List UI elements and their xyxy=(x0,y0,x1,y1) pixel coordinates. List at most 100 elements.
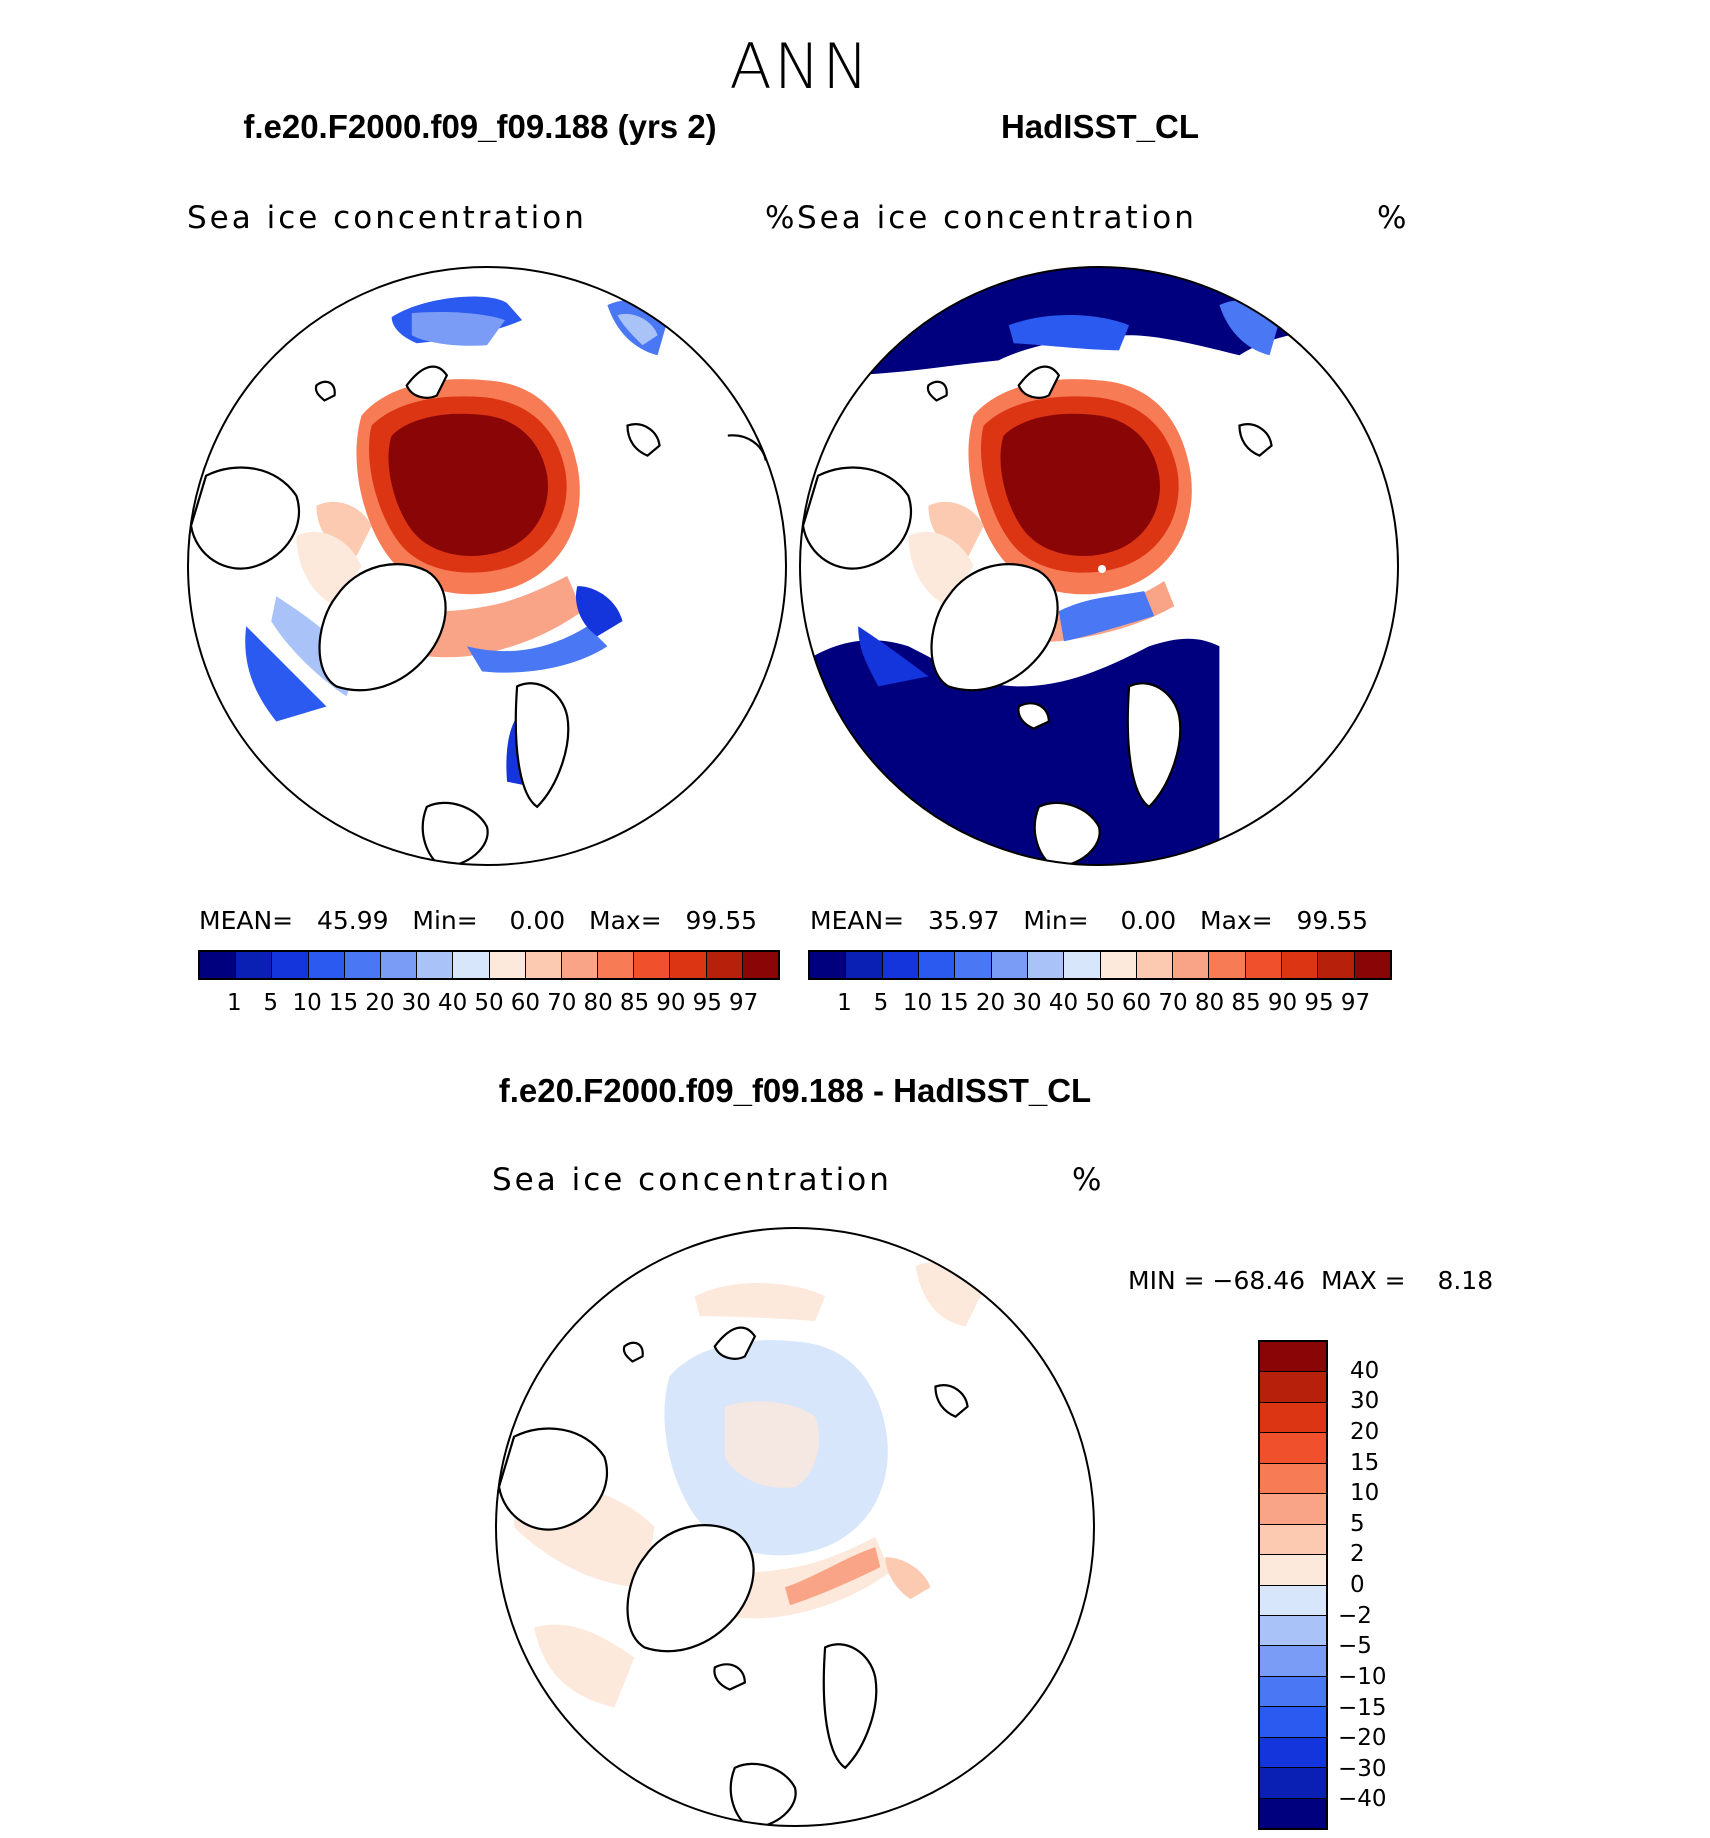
diff-colorbar-swatch xyxy=(1260,1646,1326,1677)
panel-2-min-value: 0.00 xyxy=(1120,906,1177,935)
panel-2-stats: MEAN= 35.97 Min= 0.00 Max= 99.55 xyxy=(810,906,1368,935)
panel-1-max-label: Max= xyxy=(589,906,662,935)
panel-2-colorbar-tick-label: 10 xyxy=(902,990,933,1016)
diff-colorbar-tick-label: 5 xyxy=(1350,1510,1365,1537)
panel-2-colorbar-tick-label: 50 xyxy=(1085,990,1115,1016)
panel-2-colorbar-tick-label: 95 xyxy=(1304,990,1334,1016)
diff-colorbar-tick-label: 15 xyxy=(1350,1449,1380,1476)
diff-colorbar-tick-label: 20 xyxy=(1350,1418,1380,1445)
diff-panel-polar-map xyxy=(495,1227,1095,1827)
diff-colorbar-tick-label: −20 xyxy=(1338,1725,1387,1752)
diff-colorbar-swatch xyxy=(1260,1463,1326,1495)
panel-1-max-value: 99.55 xyxy=(685,906,758,935)
panel-1-colorbar-swatch xyxy=(742,952,778,978)
panel-2-colorbar-swatch xyxy=(882,952,919,978)
panel-1-colorbar-tick-label: 15 xyxy=(328,990,359,1016)
diff-colorbar-swatch xyxy=(1260,1798,1326,1828)
panel-1-units-label: % xyxy=(765,200,795,236)
diff-min-label: MIN = xyxy=(1128,1266,1205,1295)
panel-2-colorbar-swatch xyxy=(1136,952,1174,978)
panel-2-colorbar-swatch xyxy=(991,952,1028,978)
panel-2-mean-label: MEAN= xyxy=(810,906,905,935)
panel-2-colorbar-swatch xyxy=(810,952,847,978)
diff-colorbar-tick-label: −15 xyxy=(1338,1694,1387,1721)
panel-2-colorbar-tick-label: 20 xyxy=(975,990,1006,1016)
panel-1-colorbar-swatch xyxy=(525,952,562,978)
diff-colorbar-labels: 40 30 20 15 10 5 2 0 −2 −5 −10 −15 −20 −30 −40 xyxy=(1338,1340,1418,1830)
panel-1-colorbar-tick-label: 20 xyxy=(365,990,395,1016)
panel-1-min-label: Min= xyxy=(412,906,478,935)
panel-1-colorbar-tick-label: 95 xyxy=(692,990,722,1016)
diff-colorbar-swatch xyxy=(1260,1615,1326,1647)
panel-1-colorbar-swatch xyxy=(453,952,490,978)
panel-1-colorbar-tick-label: 50 xyxy=(474,990,504,1016)
panel-2-colorbar-swatch xyxy=(1173,952,1210,978)
panel-2-colorbar-tick-label: 40 xyxy=(1048,990,1079,1016)
panel-2-colorbar-swatch xyxy=(1064,952,1101,978)
panel-2-polar-map xyxy=(799,266,1399,866)
panel-1-colorbar-tick-label: 70 xyxy=(547,990,577,1016)
panel-1-mean-label: MEAN= xyxy=(199,906,294,935)
panel-2-colorbar-swatch xyxy=(1027,952,1065,978)
panel-1-colorbar-swatch xyxy=(634,952,671,978)
diff-colorbar-tick-label: −2 xyxy=(1338,1602,1372,1629)
panel-1-colorbar-tick-label: 5 xyxy=(263,990,279,1016)
diff-colorbar-swatch xyxy=(1260,1768,1326,1799)
panel-1-colorbar-tick-label: 90 xyxy=(656,990,686,1016)
panel-2-min-label: Min= xyxy=(1023,906,1089,935)
diff-colorbar-swatch xyxy=(1260,1433,1326,1464)
panel-1-colorbar-swatch xyxy=(706,952,743,978)
diff-colorbar-tick-label: 0 xyxy=(1350,1572,1365,1598)
panel-2-colorbar-swatch xyxy=(1100,952,1137,978)
panel-1-colorbar-swatch xyxy=(489,952,526,978)
diff-colorbar-swatch xyxy=(1260,1676,1326,1708)
panel-1-colorbar-swatch xyxy=(200,952,237,978)
panel-1-mean-value: 45.99 xyxy=(316,906,389,935)
panel-2-colorbar-tick-label: 70 xyxy=(1158,990,1188,1016)
panel-2-colorbar-swatch xyxy=(955,952,992,978)
panel-2-colorbar-tick-label: 80 xyxy=(1194,990,1225,1016)
panel-2-colorbar-tick-label: 85 xyxy=(1231,990,1261,1016)
diff-colorbar-tick-label: −30 xyxy=(1338,1755,1387,1782)
panel-1-title: f.e20.F2000.f09_f09.188 (yrs 2) xyxy=(243,108,717,145)
panel-2-colorbar-tick-label: 30 xyxy=(1012,990,1042,1016)
panel-1-colorbar-swatch xyxy=(236,952,273,978)
panel-1-colorbar-swatch xyxy=(670,952,707,978)
diff-panel-title: f.e20.F2000.f09_f09.188 - HadISST_CL xyxy=(498,1072,1092,1109)
diff-panel-stats: MIN = −68.46 MAX = 8.18 xyxy=(1128,1266,1493,1295)
panel-1-variable-label: Sea ice concentration xyxy=(187,200,587,236)
panel-2-colorbar-tick-label: 97 xyxy=(1340,990,1371,1016)
season-title: ANN xyxy=(729,30,871,103)
panel-1-colorbar-tick-label: 40 xyxy=(437,990,468,1016)
panel-2-colorbar-tick-label: 90 xyxy=(1267,990,1298,1016)
panel-1-colorbar-tick-label: 85 xyxy=(619,990,650,1016)
diff-colorbar-swatch xyxy=(1260,1372,1326,1403)
panel-2-colorbar-swatch xyxy=(1209,952,1246,978)
diff-colorbar-tick-label: 40 xyxy=(1350,1357,1380,1384)
panel-2-colorbar-tick-label: 1 xyxy=(837,990,852,1016)
diff-colorbar-tick-label: 2 xyxy=(1350,1541,1365,1568)
panel-2-units-label: % xyxy=(1377,200,1407,236)
diff-max-label: MAX = xyxy=(1320,1266,1406,1295)
panel-2-colorbar-tick-label: 60 xyxy=(1121,990,1152,1016)
panel-1-colorbar-swatch xyxy=(380,952,418,978)
panel-2-colorbar-labels: 1 5 10 15 20 30 40 50 60 70 80 85 90 95 97 xyxy=(808,990,1392,1020)
diff-colorbar-swatch xyxy=(1260,1585,1326,1616)
diff-colorbar-tick-label: −40 xyxy=(1338,1786,1387,1813)
panel-1-colorbar xyxy=(198,950,780,980)
panel-1-colorbar-swatch xyxy=(561,952,599,978)
panel-2-colorbar xyxy=(808,950,1392,980)
panel-2-colorbar-swatch xyxy=(1282,952,1319,978)
diff-colorbar-swatch xyxy=(1260,1707,1326,1738)
diff-colorbar-swatch xyxy=(1260,1555,1326,1586)
diff-colorbar-swatch xyxy=(1260,1737,1326,1769)
panel-2-colorbar-swatch xyxy=(1245,952,1283,978)
panel-1-colorbar-swatch xyxy=(308,952,345,978)
panel-2-title: HadISST_CL xyxy=(1000,108,1200,145)
panel-2-colorbar-tick-label: 5 xyxy=(873,990,889,1016)
diff-colorbar-tick-label: 10 xyxy=(1350,1480,1380,1507)
panel-1-colorbar-tick-label: 30 xyxy=(401,990,431,1016)
panel-2-colorbar-tick-label: 15 xyxy=(939,990,969,1016)
panel-1-colorbar-tick-label: 80 xyxy=(583,990,613,1016)
panel-2-max-label: Max= xyxy=(1200,906,1273,935)
